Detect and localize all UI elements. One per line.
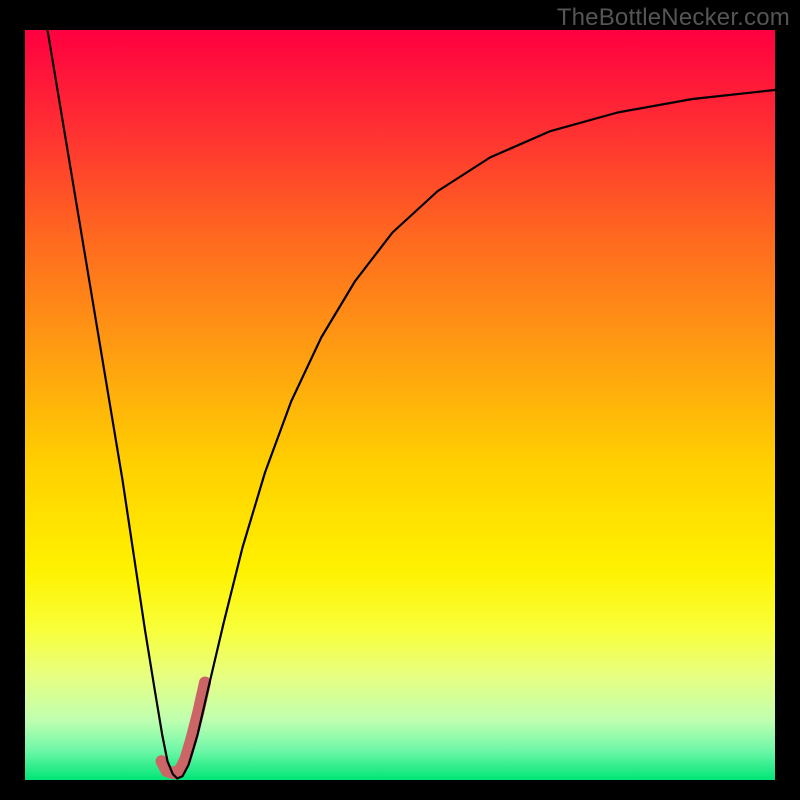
main-black-curve [48,30,776,779]
plot-area [25,30,775,780]
watermark-text: TheBottleNecker.com [557,4,790,32]
chart-frame: TheBottleNecker.com [0,0,800,800]
curves-layer [25,30,775,780]
